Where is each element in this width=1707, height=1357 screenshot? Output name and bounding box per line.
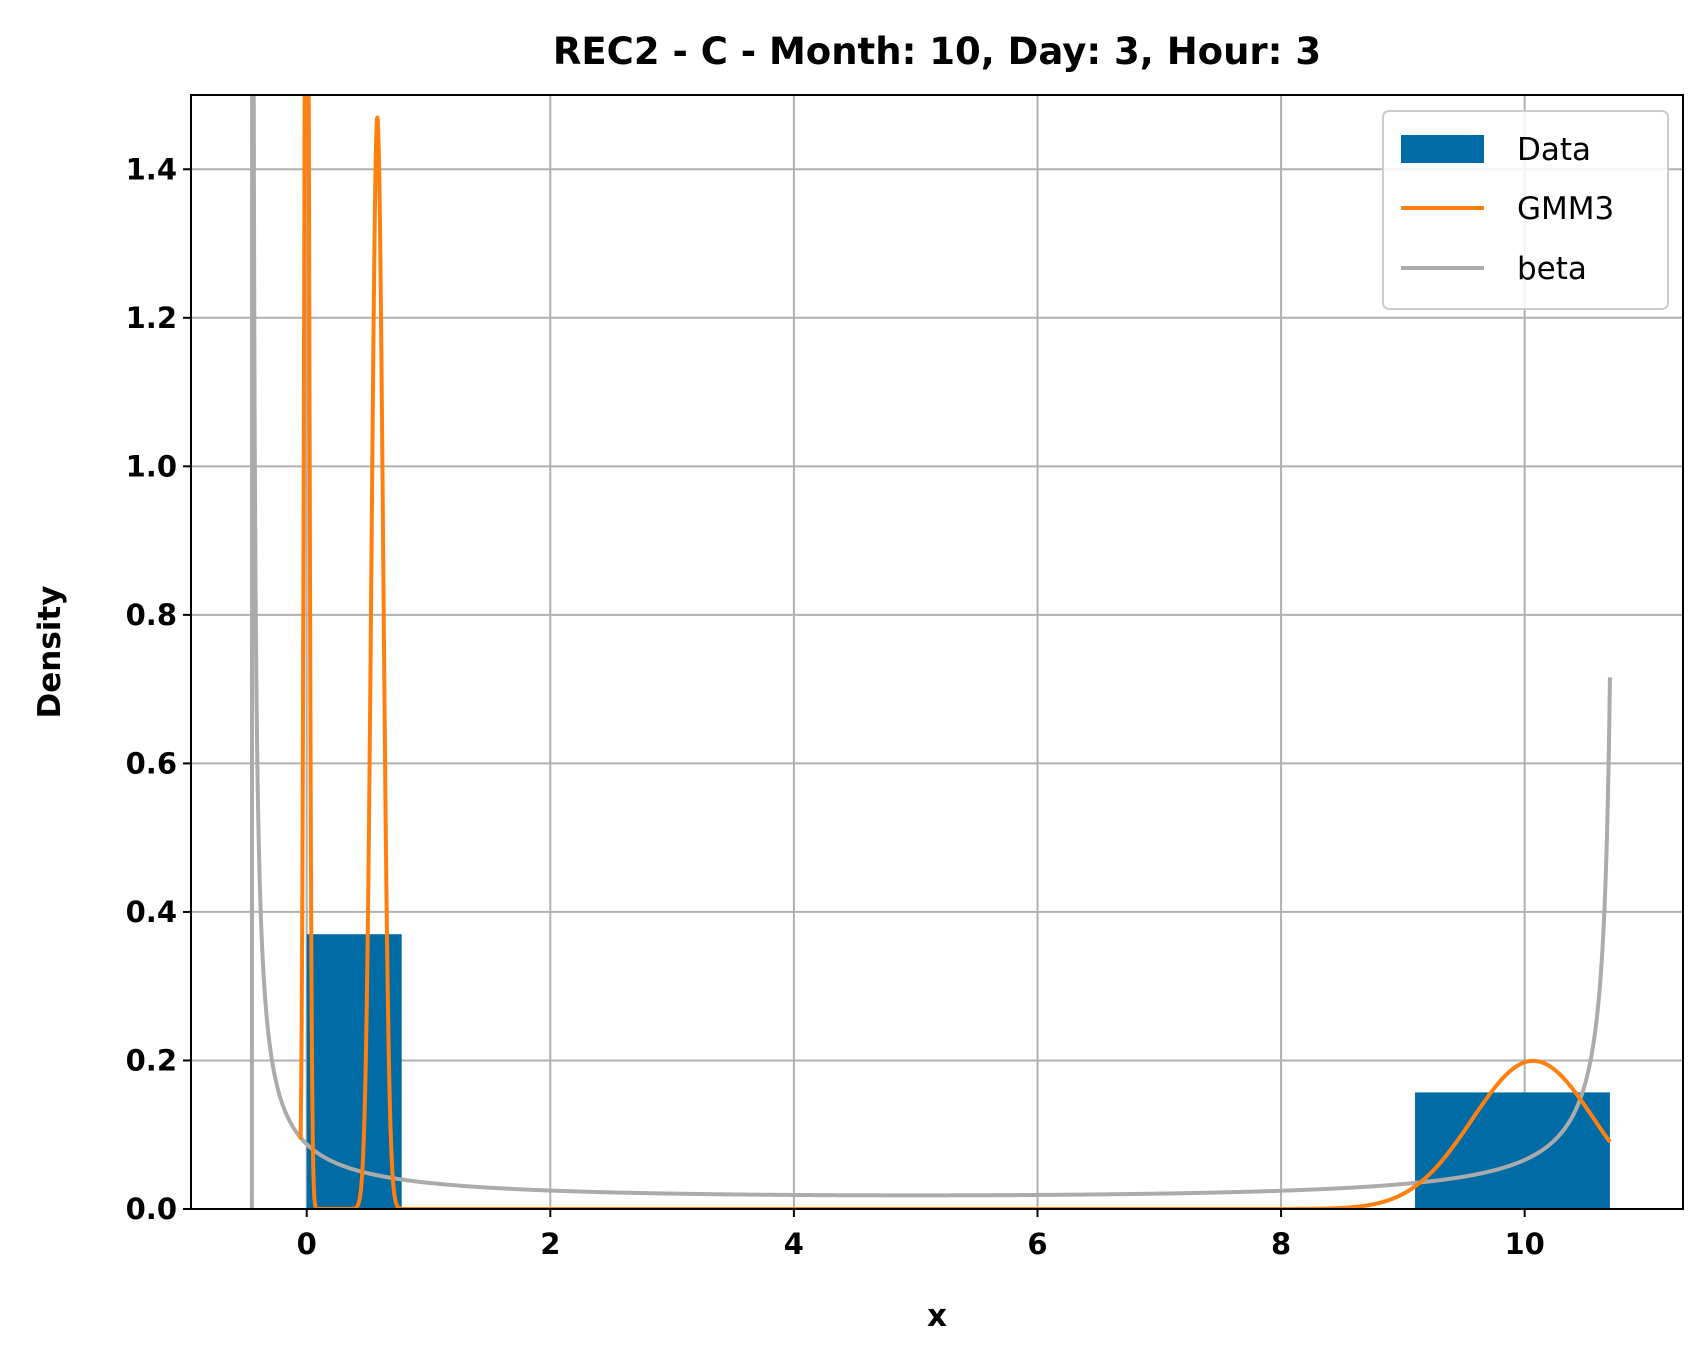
y-tick-label: 0.0 [126, 1192, 177, 1226]
histogram-bars [306, 934, 1610, 1209]
x-tick-label: 10 [1504, 1227, 1544, 1261]
series-lines [249, 95, 1612, 1209]
series-line-beta [249, 95, 1612, 1209]
y-tick-label: 1.4 [126, 152, 177, 186]
chart-title: REC2 - C - Month: 10, Day: 3, Hour: 3 [553, 30, 1321, 73]
histogram-bar [1415, 1092, 1610, 1209]
x-tick-label: 0 [297, 1227, 317, 1261]
legend-label-gmm3: GMM3 [1517, 191, 1614, 227]
legend-label-beta: beta [1517, 251, 1587, 287]
series-line-gmm3 [298, 95, 1612, 1209]
plot-frame [190, 94, 1684, 1210]
y-tick-label: 0.2 [126, 1043, 177, 1077]
legend-label-data: Data [1517, 132, 1591, 168]
y-axis-ticks: 0.0 0.2 0.4 0.6 0.8 1.0 1.2 1.4 [126, 152, 191, 1226]
y-tick-label: 1.2 [126, 301, 177, 335]
x-tick-label: 2 [540, 1227, 560, 1261]
x-tick-label: 6 [1027, 1227, 1047, 1261]
legend-swatch-data [1401, 135, 1484, 163]
y-tick-label: 0.4 [126, 895, 177, 929]
x-tick-label: 4 [784, 1227, 804, 1261]
legend: Data GMM3 beta [1382, 110, 1669, 310]
y-tick-label: 0.8 [126, 598, 177, 632]
y-tick-label: 1.0 [126, 449, 177, 483]
y-tick-label: 0.6 [126, 746, 177, 780]
x-axis-label: x [927, 1298, 947, 1334]
x-axis-ticks: 0 2 4 6 8 10 [297, 1209, 1545, 1261]
x-tick-label: 8 [1271, 1227, 1291, 1261]
y-axis-label: Density [32, 586, 68, 719]
